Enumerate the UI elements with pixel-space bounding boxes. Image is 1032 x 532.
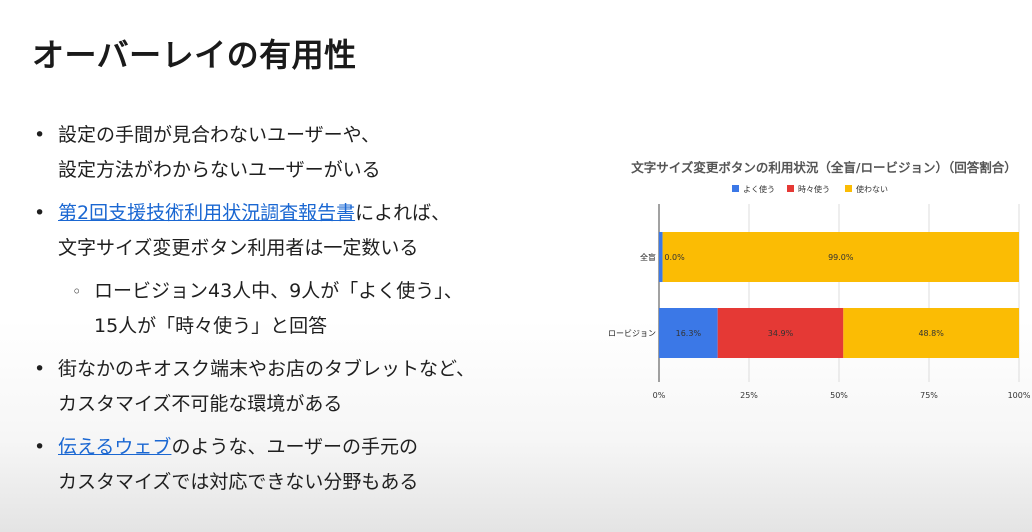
bullet-text: カスタマイズでは対応できない分野もある xyxy=(58,471,419,493)
bullet-text: 第2回支援技術利用状況調査報告書によれば、 xyxy=(58,196,592,231)
bullet-text: 伝えるウェブのような、ユーザーの手元の xyxy=(58,430,592,465)
category-label: ロービジョン xyxy=(608,329,656,338)
x-tick-label: 100% xyxy=(1008,391,1031,400)
bar-value-label: 48.8% xyxy=(918,329,944,338)
bar-value-label: 99.0% xyxy=(828,253,854,262)
bullet-text: カスタマイズ不可能な環境がある xyxy=(58,393,343,415)
bar-value-label: 16.3% xyxy=(676,329,702,338)
bullet-text-after-link: のような、ユーザーの手元の xyxy=(171,436,419,458)
bullet-item: 設定の手間が見合わないユーザーや、 設定方法がわからないユーザーがいる xyxy=(32,118,592,188)
legend-swatch xyxy=(787,185,794,192)
legend-swatch xyxy=(732,185,739,192)
x-tick-label: 0% xyxy=(653,391,666,400)
usage-chart: 文字サイズ変更ボタンの利用状況（全盲/ロービジョン）（回答割合） よく使う 時々使… xyxy=(600,150,1032,410)
x-tick-label: 75% xyxy=(920,391,938,400)
bullet-text: 設定の手間が見合わないユーザーや、 xyxy=(58,124,381,146)
legend-label: よく使う xyxy=(743,184,775,194)
chart-bars xyxy=(659,232,1019,358)
bullet-item: 第2回支援技術利用状況調査報告書によれば、 文字サイズ変更ボタン利用者は一定数い… xyxy=(32,196,592,266)
bullet-item: 伝えるウェブのような、ユーザーの手元の カスタマイズでは対応できない分野もある xyxy=(32,430,592,500)
bullet-text: ロービジョン43人中、9人が「よく使う」、 xyxy=(94,280,463,302)
legend-label: 使わない xyxy=(856,184,888,194)
slide-title: オーバーレイの有用性 xyxy=(32,36,357,74)
bullet-text: 設定方法がわからないユーザーがいる xyxy=(58,159,381,181)
bullet-text-after-link: によれば、 xyxy=(355,202,451,224)
bullet-text: 15人が「時々使う」と回答 xyxy=(94,315,328,337)
bar-value-label: 34.9% xyxy=(768,329,794,338)
report-link[interactable]: 第2回支援技術利用状況調査報告書 xyxy=(58,202,356,224)
bullet-text: 街なかのキオスク端末やお店のタブレットなど、 xyxy=(58,358,476,380)
bar-segment xyxy=(662,232,1019,282)
legend-swatch xyxy=(845,185,852,192)
chart-legend: よく使う 時々使う 使わない xyxy=(732,184,888,194)
legend-label: 時々使う xyxy=(798,184,830,194)
bar-segment xyxy=(659,308,718,358)
bullet-item: 街なかのキオスク端末やお店のタブレットなど、 カスタマイズ不可能な環境がある xyxy=(32,352,592,422)
sub-bullet-item: ロービジョン43人中、9人が「よく使う」、 15人が「時々使う」と回答 xyxy=(32,274,592,344)
category-label: 全盲 xyxy=(640,252,656,262)
bar-segment xyxy=(659,232,663,282)
bullet-list: 設定の手間が見合わないユーザーや、 設定方法がわからないユーザーがいる 第2回支… xyxy=(32,118,592,508)
tsutaeru-web-link[interactable]: 伝えるウェブ xyxy=(58,436,172,458)
bullet-text: 文字サイズ変更ボタン利用者は一定数いる xyxy=(58,237,419,259)
bar-value-label: 0.0% xyxy=(664,253,685,262)
x-tick-label: 50% xyxy=(830,391,848,400)
bar-segment xyxy=(843,308,1019,358)
bar-segment xyxy=(717,308,844,358)
x-tick-label: 25% xyxy=(740,391,758,400)
chart-svg: 文字サイズ変更ボタンの利用状況（全盲/ロービジョン）（回答割合） よく使う 時々使… xyxy=(608,160,1031,400)
chart-labels: 全盲 0.0% 99.0% ロービジョン 16.3% 34.9% 48.8% xyxy=(608,252,944,338)
chart-title: 文字サイズ変更ボタンの利用状況（全盲/ロービジョン）（回答割合） xyxy=(631,160,1016,175)
